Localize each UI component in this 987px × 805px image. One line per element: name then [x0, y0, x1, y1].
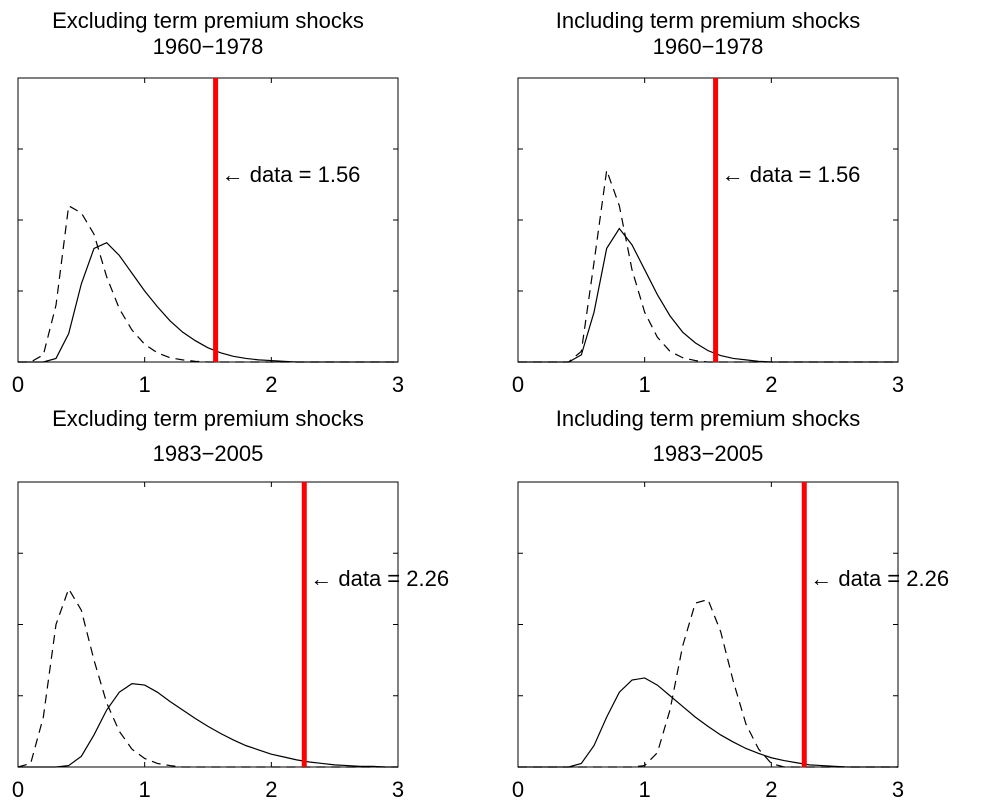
density-curve — [518, 227, 898, 363]
density-curve — [18, 204, 398, 363]
density-curve — [18, 242, 398, 363]
plot-frame — [17, 77, 399, 363]
density-curve — [18, 683, 398, 768]
panel-subtitle: 1960−1978 — [653, 34, 764, 59]
x-tick-label: 0 — [512, 372, 524, 397]
x-tick-label: 2 — [765, 372, 777, 397]
density-curve — [518, 598, 898, 768]
plot-frame — [517, 481, 899, 768]
x-tick-label: 1 — [139, 777, 151, 802]
annotation: ← data = 2.26 — [810, 566, 949, 591]
x-tick-label: 3 — [392, 372, 404, 397]
x-tick-label: 3 — [892, 777, 904, 802]
panel-subtitle: 1983−2005 — [653, 441, 764, 466]
x-tick-label: 1 — [139, 372, 151, 397]
plot-frame — [517, 77, 899, 363]
plot-frame — [17, 481, 399, 768]
annotation: ← data = 2.26 — [310, 566, 449, 591]
x-tick-label: 0 — [512, 777, 524, 802]
density-curve — [518, 677, 898, 768]
x-tick-label: 2 — [765, 777, 777, 802]
x-tick-label: 1 — [639, 372, 651, 397]
panel-title: Excluding term premium shocks — [52, 406, 364, 431]
panel-subtitle: 1960−1978 — [153, 34, 264, 59]
x-tick-label: 3 — [892, 372, 904, 397]
annotation: ← data = 1.56 — [222, 162, 361, 187]
x-tick-label: 0 — [12, 777, 24, 802]
panel-subtitle: 1983−2005 — [153, 441, 264, 466]
panel-title: Including term premium shocks — [556, 8, 860, 33]
x-tick-label: 2 — [265, 777, 277, 802]
panel-title: Excluding term premium shocks — [52, 8, 364, 33]
annotation: ← data = 1.56 — [722, 162, 861, 187]
density-curve — [17, 587, 398, 768]
x-tick-label: 3 — [392, 777, 404, 802]
x-tick-label: 1 — [639, 777, 651, 802]
density-curve — [518, 170, 898, 363]
x-tick-label: 2 — [265, 372, 277, 397]
x-tick-label: 0 — [12, 372, 24, 397]
panel-title: Including term premium shocks — [556, 406, 860, 431]
